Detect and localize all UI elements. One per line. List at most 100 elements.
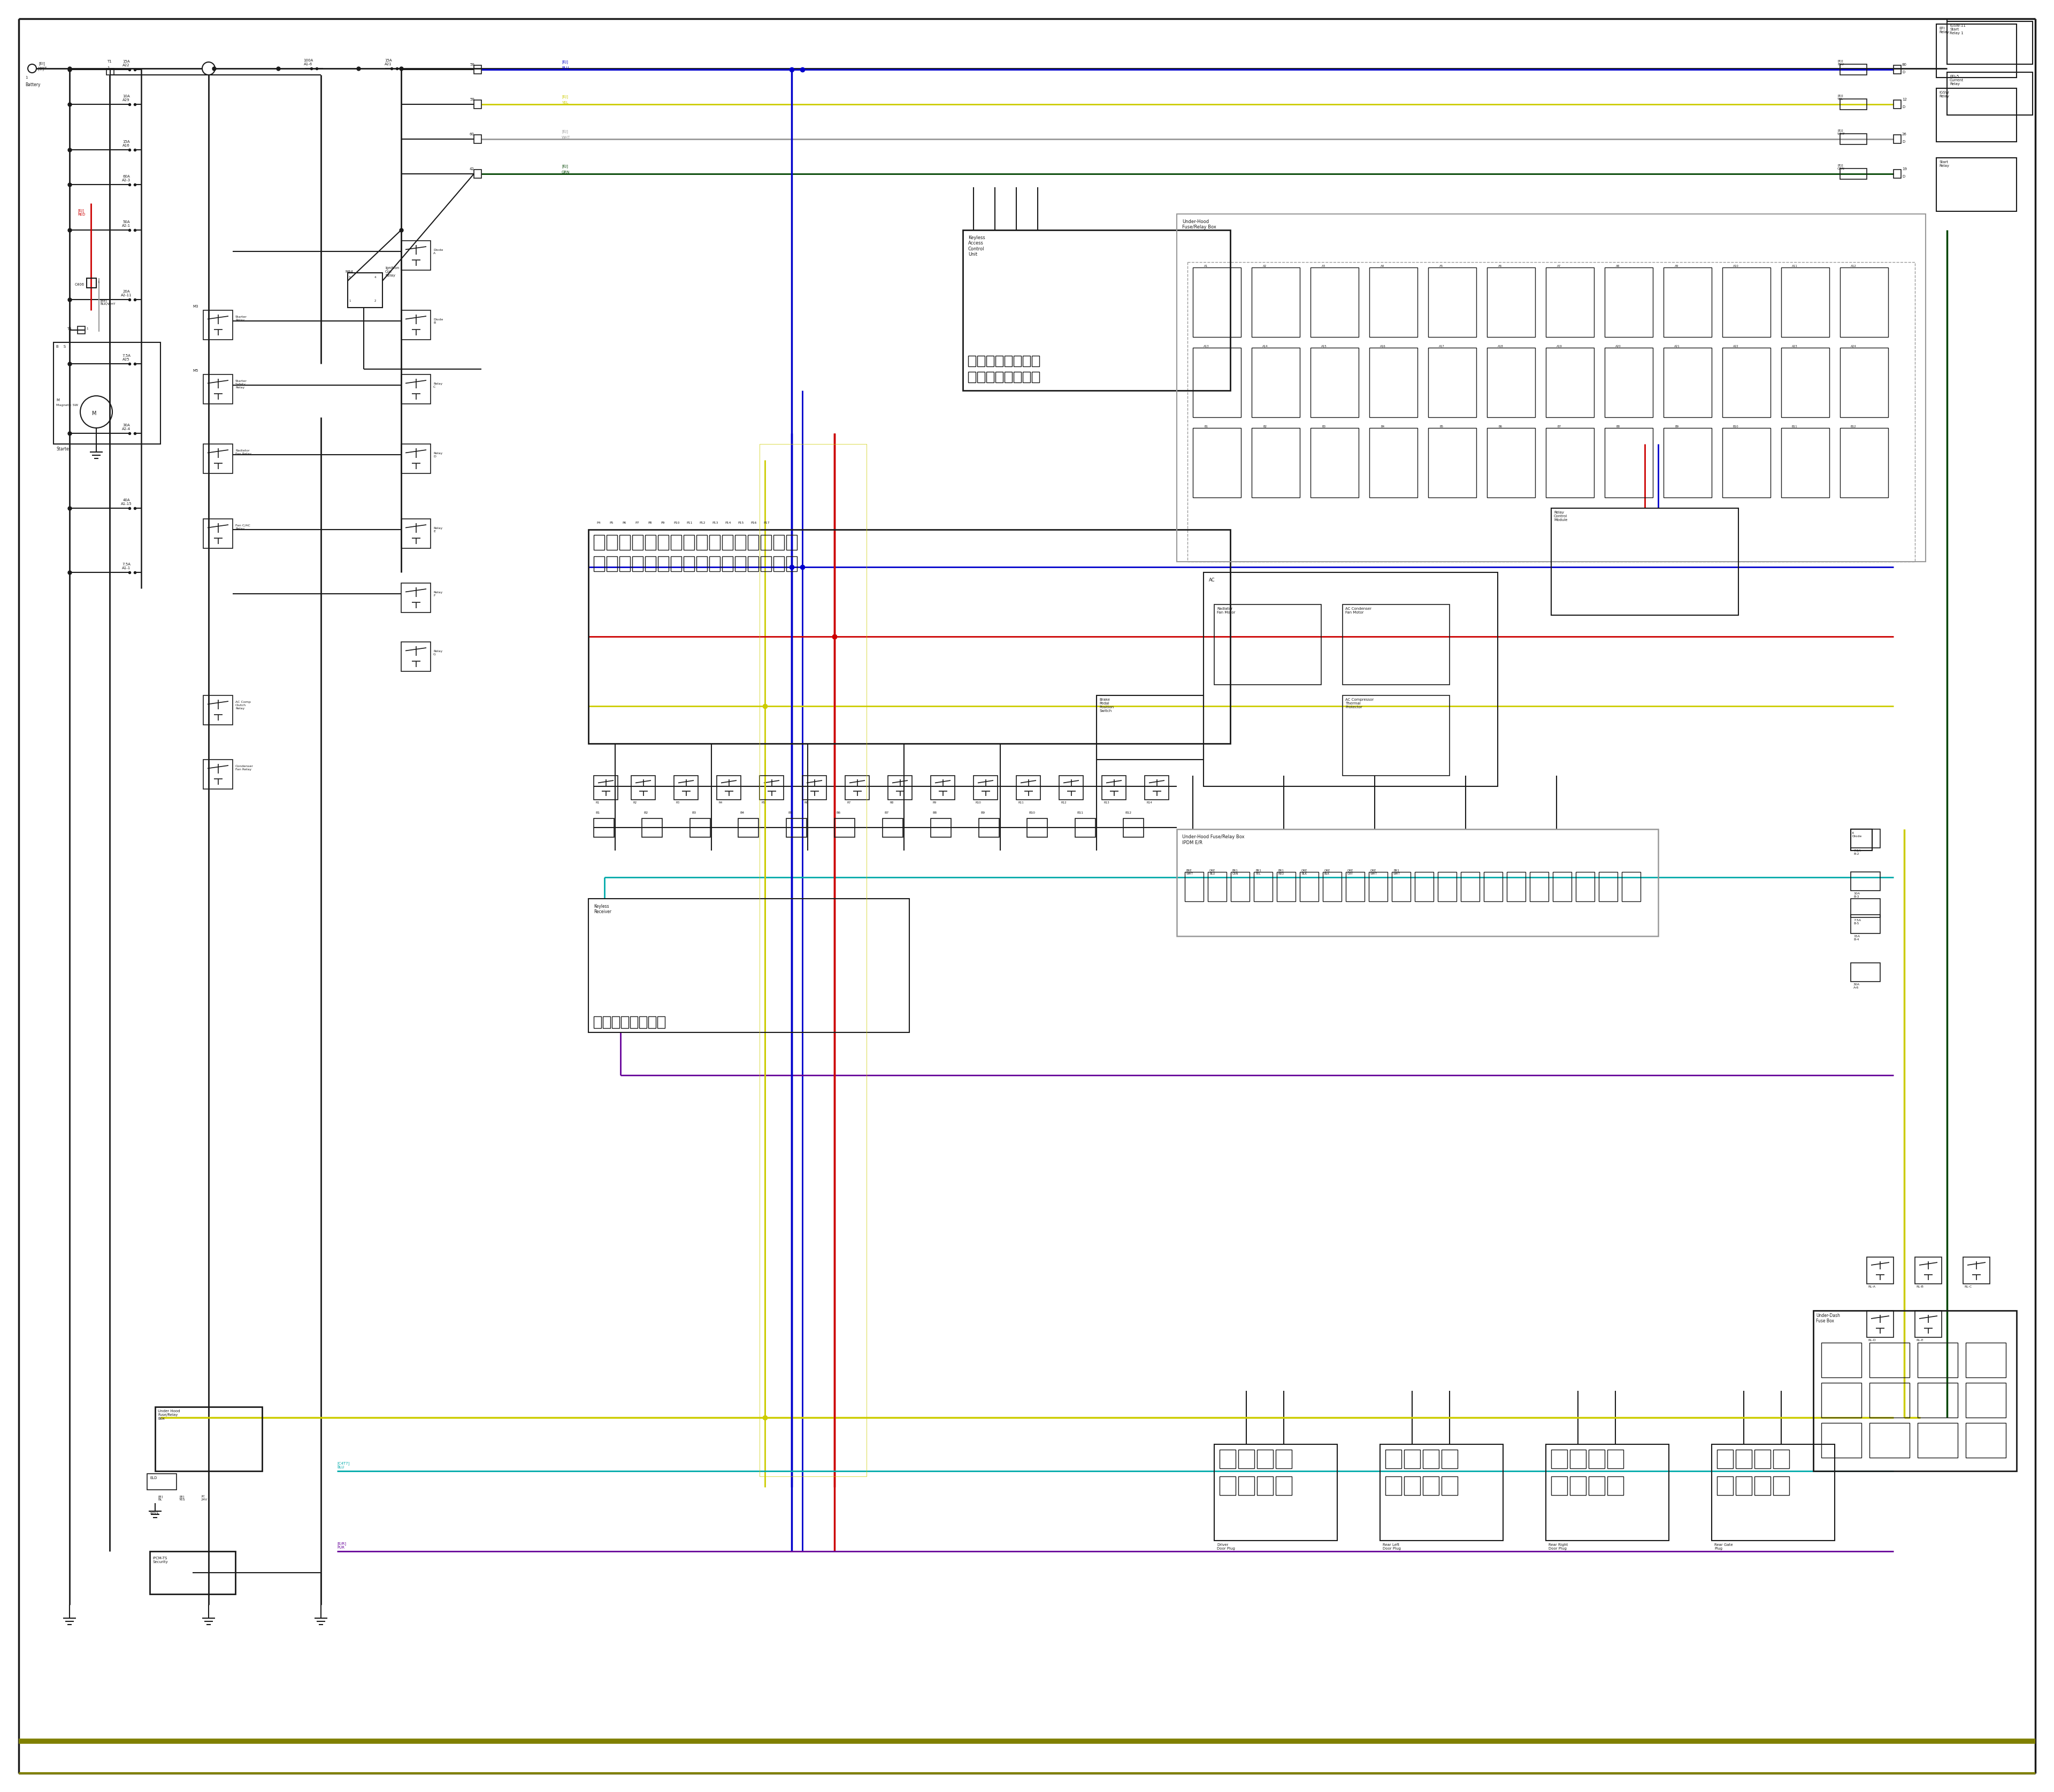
Bar xyxy=(709,536,721,550)
Text: 59: 59 xyxy=(470,63,474,66)
Bar xyxy=(1869,1423,1910,1457)
Text: B8: B8 xyxy=(933,812,937,814)
Bar xyxy=(1380,1444,1504,1541)
Bar xyxy=(1736,1477,1752,1495)
Text: P16: P16 xyxy=(750,521,756,525)
Bar xyxy=(844,776,869,799)
Text: 15A
A22: 15A A22 xyxy=(123,59,129,66)
Bar xyxy=(606,556,618,572)
Text: Under Hood
Fuse/Relay
Box: Under Hood Fuse/Relay Box xyxy=(158,1410,181,1421)
Bar xyxy=(1918,1342,1957,1378)
Bar xyxy=(883,819,904,837)
Bar xyxy=(737,819,758,837)
Text: B10: B10 xyxy=(1029,812,1035,814)
Text: ORE
WHT: ORE WHT xyxy=(1370,869,1378,874)
Bar xyxy=(645,536,655,550)
Bar xyxy=(787,819,807,837)
Text: [B]
YES: [B] YES xyxy=(179,1495,185,1502)
Bar xyxy=(760,444,867,1477)
Text: WHT: WHT xyxy=(561,136,571,140)
Text: D: D xyxy=(1902,140,1904,143)
Bar xyxy=(1851,830,1879,848)
Bar xyxy=(1487,348,1534,418)
Bar xyxy=(1310,348,1358,418)
Text: Keyless
Access
Control
Unit: Keyless Access Control Unit xyxy=(967,235,986,256)
Bar xyxy=(760,536,772,550)
Text: ORE
BLK: ORE BLK xyxy=(1325,869,1331,874)
Bar xyxy=(1918,1383,1957,1417)
Bar xyxy=(930,776,955,799)
Bar xyxy=(1754,1450,1771,1468)
Bar xyxy=(1894,170,1902,177)
Bar xyxy=(690,819,711,837)
Bar xyxy=(1214,1444,1337,1541)
Text: A23: A23 xyxy=(1791,346,1797,348)
Text: Rear Right
Door Plug: Rear Right Door Plug xyxy=(1549,1543,1567,1550)
Bar xyxy=(1604,267,1653,337)
Text: B7: B7 xyxy=(1557,425,1561,428)
Text: R7: R7 xyxy=(846,801,850,805)
Bar xyxy=(1370,348,1417,418)
Bar xyxy=(1894,134,1902,143)
Text: B3: B3 xyxy=(1323,425,1325,428)
Text: Relay
C: Relay C xyxy=(433,382,442,389)
Text: 2C
24V: 2C 24V xyxy=(201,1495,207,1502)
Bar xyxy=(1840,65,1867,75)
Bar xyxy=(1840,428,1888,498)
Text: R9: R9 xyxy=(933,801,937,805)
Bar xyxy=(1251,267,1300,337)
Text: B12: B12 xyxy=(1851,425,1857,428)
Text: 1: 1 xyxy=(107,66,109,70)
Text: R13: R13 xyxy=(1103,801,1109,805)
Bar xyxy=(1239,1477,1255,1495)
Bar xyxy=(657,1016,665,1029)
Bar xyxy=(696,536,707,550)
Text: P10: P10 xyxy=(674,521,680,525)
Text: Radiator
Fan Motor: Radiator Fan Motor xyxy=(1216,607,1234,615)
Bar xyxy=(1193,428,1241,498)
Text: B2: B2 xyxy=(643,812,647,814)
Text: A5: A5 xyxy=(1440,265,1444,267)
Bar xyxy=(1894,100,1902,109)
Bar xyxy=(1851,873,1879,891)
Text: B4: B4 xyxy=(1380,425,1384,428)
Bar xyxy=(787,556,797,572)
Text: Brake
Pedal
Position
Switch: Brake Pedal Position Switch xyxy=(1099,699,1113,713)
Text: M44: M44 xyxy=(345,271,353,274)
Bar xyxy=(1310,267,1358,337)
Text: A20: A20 xyxy=(1614,346,1621,348)
Bar xyxy=(967,357,976,366)
Bar xyxy=(1869,1342,1910,1378)
Text: M: M xyxy=(92,410,97,416)
Text: A12: A12 xyxy=(1851,265,1857,267)
Text: P15: P15 xyxy=(737,521,744,525)
Bar xyxy=(401,582,431,613)
Text: 10A
A29: 10A A29 xyxy=(123,95,129,102)
Bar xyxy=(1918,1423,1957,1457)
Bar xyxy=(1253,873,1273,901)
Bar xyxy=(1415,873,1434,901)
Text: M5: M5 xyxy=(193,369,197,373)
Text: [EJ]
GRN: [EJ] GRN xyxy=(1838,165,1844,170)
Text: Under-Dash
Fuse Box: Under-Dash Fuse Box xyxy=(1816,1314,1840,1324)
Bar xyxy=(1428,428,1477,498)
Text: 40A
A1-15: 40A A1-15 xyxy=(121,498,131,505)
Bar xyxy=(1894,65,1902,73)
Bar xyxy=(1937,158,2017,211)
Text: 12: 12 xyxy=(1902,99,1906,100)
Bar xyxy=(930,819,951,837)
Bar xyxy=(723,536,733,550)
Bar xyxy=(594,819,614,837)
Text: (+): (+) xyxy=(37,66,43,72)
Text: 15A
A16: 15A A16 xyxy=(123,140,129,147)
Bar xyxy=(620,1016,629,1029)
Text: ORE
GRY: ORE GRY xyxy=(1347,869,1354,874)
Bar xyxy=(1239,1450,1255,1468)
Text: BRE
WHT: BRE WHT xyxy=(1187,869,1193,874)
Bar xyxy=(1393,873,1411,901)
Bar xyxy=(1867,1310,1894,1337)
Text: A13: A13 xyxy=(1204,346,1210,348)
Text: T1: T1 xyxy=(107,59,111,63)
Text: Battery: Battery xyxy=(25,82,41,88)
Text: T4: T4 xyxy=(68,328,72,330)
